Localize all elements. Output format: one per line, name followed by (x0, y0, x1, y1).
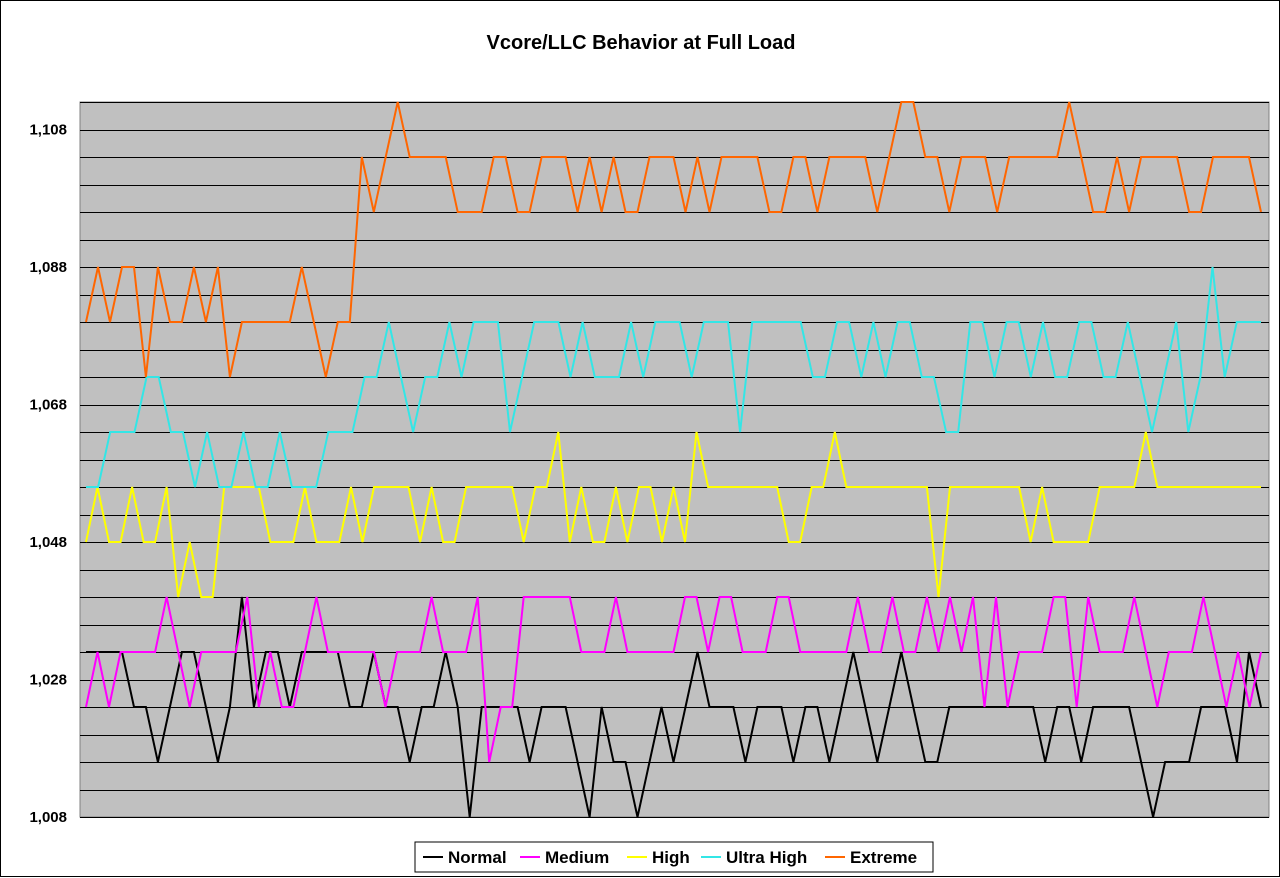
legend-label: Extreme (850, 848, 917, 867)
chart-title: Vcore/LLC Behavior at Full Load (487, 32, 796, 54)
y-axis-ticks: 1,008 1,028 1,048 1,068 1,088 1,108 (29, 122, 67, 827)
series-line-high (85, 431, 1261, 598)
y-tick-label: 1,068 (29, 397, 67, 414)
y-tick-label: 1,088 (29, 259, 67, 276)
series-line-medium (85, 596, 1262, 763)
legend: Normal Medium High Ultra High Extreme (414, 841, 934, 873)
legend-label: Medium (545, 848, 609, 867)
series-line-extreme (85, 101, 1262, 378)
legend-label: High (652, 848, 690, 867)
y-tick-label: 1,008 (29, 809, 67, 826)
plot-area (79, 101, 1270, 818)
y-tick-label: 1,028 (29, 672, 67, 689)
y-tick-label: 1,048 (29, 534, 67, 551)
series-line-normal (86, 596, 1262, 818)
y-tick-label: 1,108 (29, 122, 67, 139)
series-lines (85, 101, 1262, 818)
legend-label: Normal (448, 848, 507, 867)
legend-label: Ultra High (726, 848, 807, 867)
series-line-ultra-high (86, 266, 1261, 488)
legend-box (414, 841, 934, 873)
